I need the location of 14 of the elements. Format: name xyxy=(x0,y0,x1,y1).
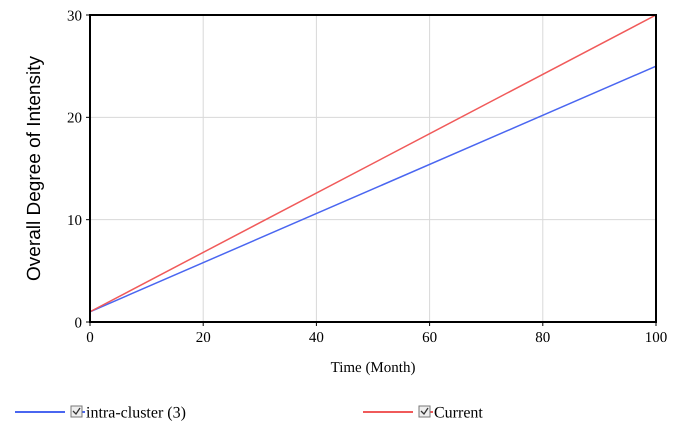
legend-label: Current xyxy=(434,404,484,422)
x-tick-label: 100 xyxy=(644,330,668,346)
y-tick-label: 10 xyxy=(67,212,82,229)
x-tick-label: 0 xyxy=(86,330,94,346)
x-tick-label: 20 xyxy=(196,330,211,346)
y-tick-label: 20 xyxy=(67,110,82,127)
legend-label: intra-cluster (3) xyxy=(86,404,186,422)
y-tick-label: 30 xyxy=(67,8,82,24)
y-axis-title: Overall Degree of Intensity xyxy=(24,56,45,281)
x-axis-title: Time (Month) xyxy=(330,360,416,376)
x-tick-label: 60 xyxy=(422,330,438,346)
y-tick-label: 0 xyxy=(74,315,82,332)
x-tick-label: 40 xyxy=(308,330,324,346)
x-tick-label: 80 xyxy=(535,330,550,346)
